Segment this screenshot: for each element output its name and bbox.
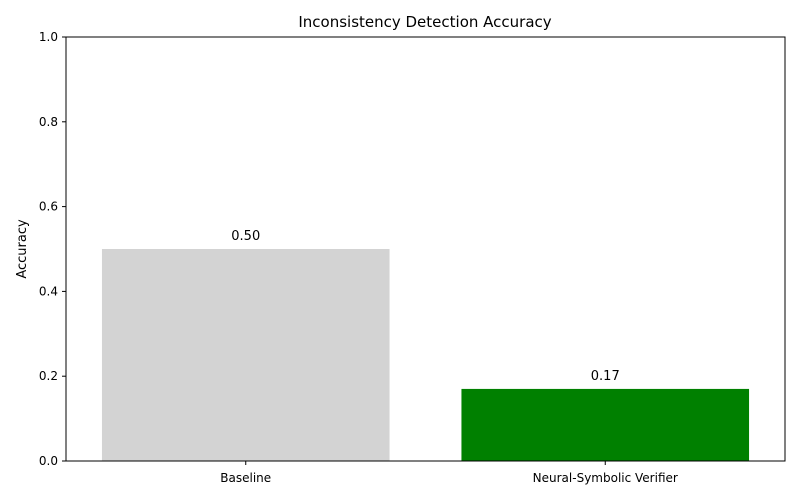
data-labels-group: 0.50 0.17 [231, 229, 619, 384]
x-tick-label-neural-symbolic-verifier: Neural-Symbolic Verifier [533, 471, 678, 485]
y-axis-label: Accuracy [15, 219, 30, 279]
chart-title: Inconsistency Detection Accuracy [298, 13, 551, 31]
y-tick-label-4: 0.8 [39, 115, 58, 129]
bar-baseline [101, 249, 390, 461]
x-tick-label-baseline: Baseline [220, 471, 271, 485]
y-tick-label-5: 1.0 [39, 30, 58, 44]
y-tick-label-3: 0.6 [39, 200, 58, 214]
x-axis-ticks: Baseline Neural-Symbolic Verifier [220, 461, 678, 485]
bar-neural-symbolic-verifier [461, 388, 750, 461]
bars-group [101, 249, 750, 461]
y-axis-ticks: 0.0 0.2 0.4 0.6 0.8 1.0 [39, 30, 66, 468]
data-label-baseline: 0.50 [231, 229, 260, 244]
y-tick-label-0: 0.0 [39, 454, 58, 468]
y-tick-label-2: 0.4 [39, 284, 58, 298]
plot-area-frame [65, 36, 786, 462]
y-tick-label-1: 0.2 [39, 369, 58, 383]
data-label-neural-symbolic-verifier: 0.17 [591, 369, 620, 384]
